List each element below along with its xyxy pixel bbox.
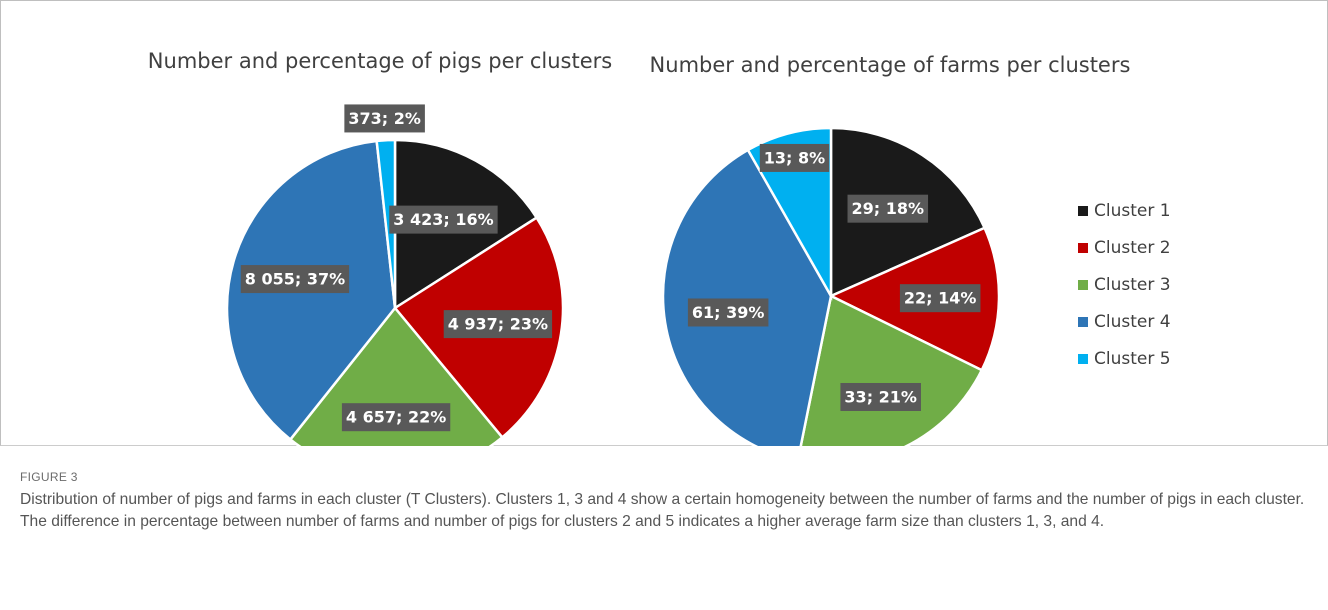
data-label-box (847, 194, 929, 223)
data-label: 3 423; 16% (389, 205, 498, 234)
data-label-text: 13; 8% (764, 148, 825, 167)
data-label: 29; 18% (847, 194, 929, 223)
data-label-box (344, 104, 425, 133)
data-label-text: 8 055; 37% (245, 270, 345, 289)
data-label-text: 3 423; 16% (393, 210, 493, 229)
legend-swatch (1078, 280, 1088, 290)
data-label-text: 61; 39% (692, 303, 765, 322)
legend-label: Cluster 4 (1094, 312, 1171, 332)
data-label: 373; 2% (344, 104, 425, 133)
legend-label: Cluster 2 (1094, 238, 1171, 258)
data-label-box (899, 284, 981, 313)
legend-swatch (1078, 206, 1088, 216)
data-label-text: 4 657; 22% (346, 408, 446, 427)
data-label-box (341, 403, 451, 432)
pie-slice (375, 138, 397, 309)
chart-title: Number and percentage of pigs per cluste… (148, 49, 612, 73)
data-label: 61; 39% (687, 298, 769, 327)
data-label-text: 22; 14% (904, 289, 977, 308)
data-label: 13; 8% (759, 143, 830, 172)
figure-caption: Distribution of number of pigs and farms… (20, 491, 1305, 530)
data-label-box (240, 265, 350, 294)
data-label-box (687, 298, 769, 327)
legend-swatch (1078, 243, 1088, 253)
data-label: 33; 21% (840, 382, 921, 411)
data-label-text: 373; 2% (348, 109, 421, 128)
data-label-text: 33; 21% (844, 387, 917, 406)
data-label: 22; 14% (899, 284, 981, 313)
data-label-box (759, 143, 830, 172)
data-label-text: 4 937; 23% (448, 315, 548, 334)
figure-label: FIGURE 3 (20, 470, 78, 484)
legend-label: Cluster 3 (1094, 275, 1171, 295)
data-label-box (840, 382, 921, 411)
data-label: 4 937; 23% (443, 310, 553, 339)
legend-label: Cluster 5 (1094, 349, 1171, 369)
chart-title: Number and percentage of farms per clust… (650, 53, 1131, 77)
data-label: 4 657; 22% (341, 403, 451, 432)
legend-swatch (1078, 354, 1088, 364)
legend-label: Cluster 1 (1094, 201, 1171, 221)
data-label: 8 055; 37% (240, 265, 350, 294)
legend-swatch (1078, 317, 1088, 327)
data-label-box (443, 310, 553, 339)
data-label-box (389, 205, 498, 234)
data-label-text: 29; 18% (852, 199, 925, 218)
chart: Number and percentage of pigs per cluste… (148, 49, 1171, 446)
